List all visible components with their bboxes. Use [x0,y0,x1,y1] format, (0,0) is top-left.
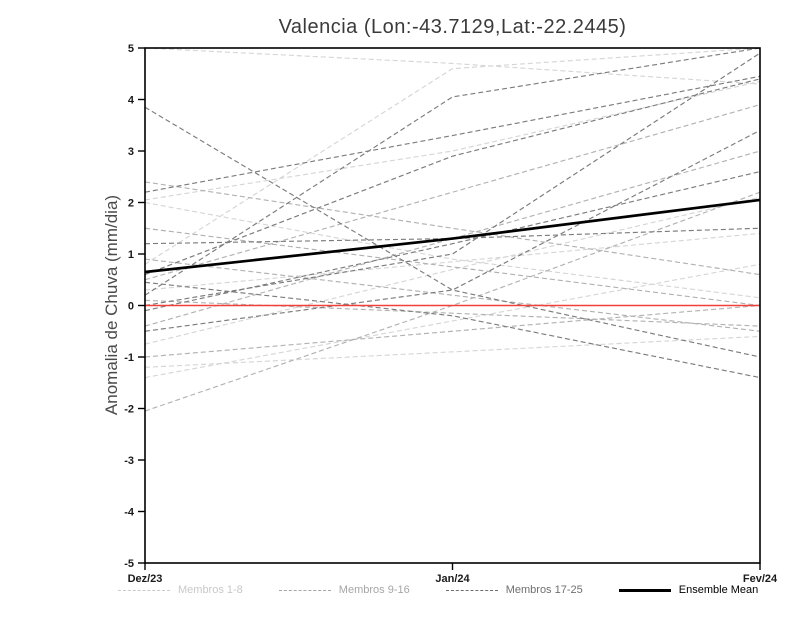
chart-title: Valencia (Lon:-43.7129,Lat:-22.2445) [278,16,627,38]
svg-text:Jan/24: Jan/24 [435,573,470,585]
svg-text:3: 3 [128,146,134,158]
legend-label: Membros 17-25 [505,584,583,596]
svg-text:0: 0 [128,301,134,313]
legend-item-membros-1-8: Membros 1-8 [118,584,243,596]
dashed-line-sample-icon [118,589,170,591]
svg-text:-4: -4 [124,507,135,519]
svg-text:-3: -3 [124,455,134,467]
svg-text:Dez/23: Dez/23 [128,573,163,585]
legend-label: Membros 9-16 [338,584,410,596]
legend-label: Membros 1-8 [178,584,243,596]
legend-item-membros-17-25: Membros 17-25 [445,584,583,596]
legend-label: Ensemble Mean [678,584,759,596]
svg-text:-2: -2 [124,404,134,416]
svg-text:5: 5 [128,43,134,55]
legend-item-ensemble-mean: Ensemble Mean [618,584,759,596]
svg-text:1: 1 [128,249,134,261]
svg-text:-1: -1 [124,352,134,364]
svg-text:Fev/24: Fev/24 [743,573,778,585]
solid-line-sample-icon [618,588,671,592]
dashed-line-sample-icon [278,589,331,591]
svg-text:2: 2 [128,198,134,210]
svg-text:-5: -5 [124,558,134,570]
chart-legend: Membros 1-8 Membros 9-16 Membros 17-25 E… [0,584,800,596]
dashed-line-sample-icon [445,589,498,591]
svg-text:4: 4 [128,95,135,107]
legend-item-membros-9-16: Membros 9-16 [278,584,410,596]
